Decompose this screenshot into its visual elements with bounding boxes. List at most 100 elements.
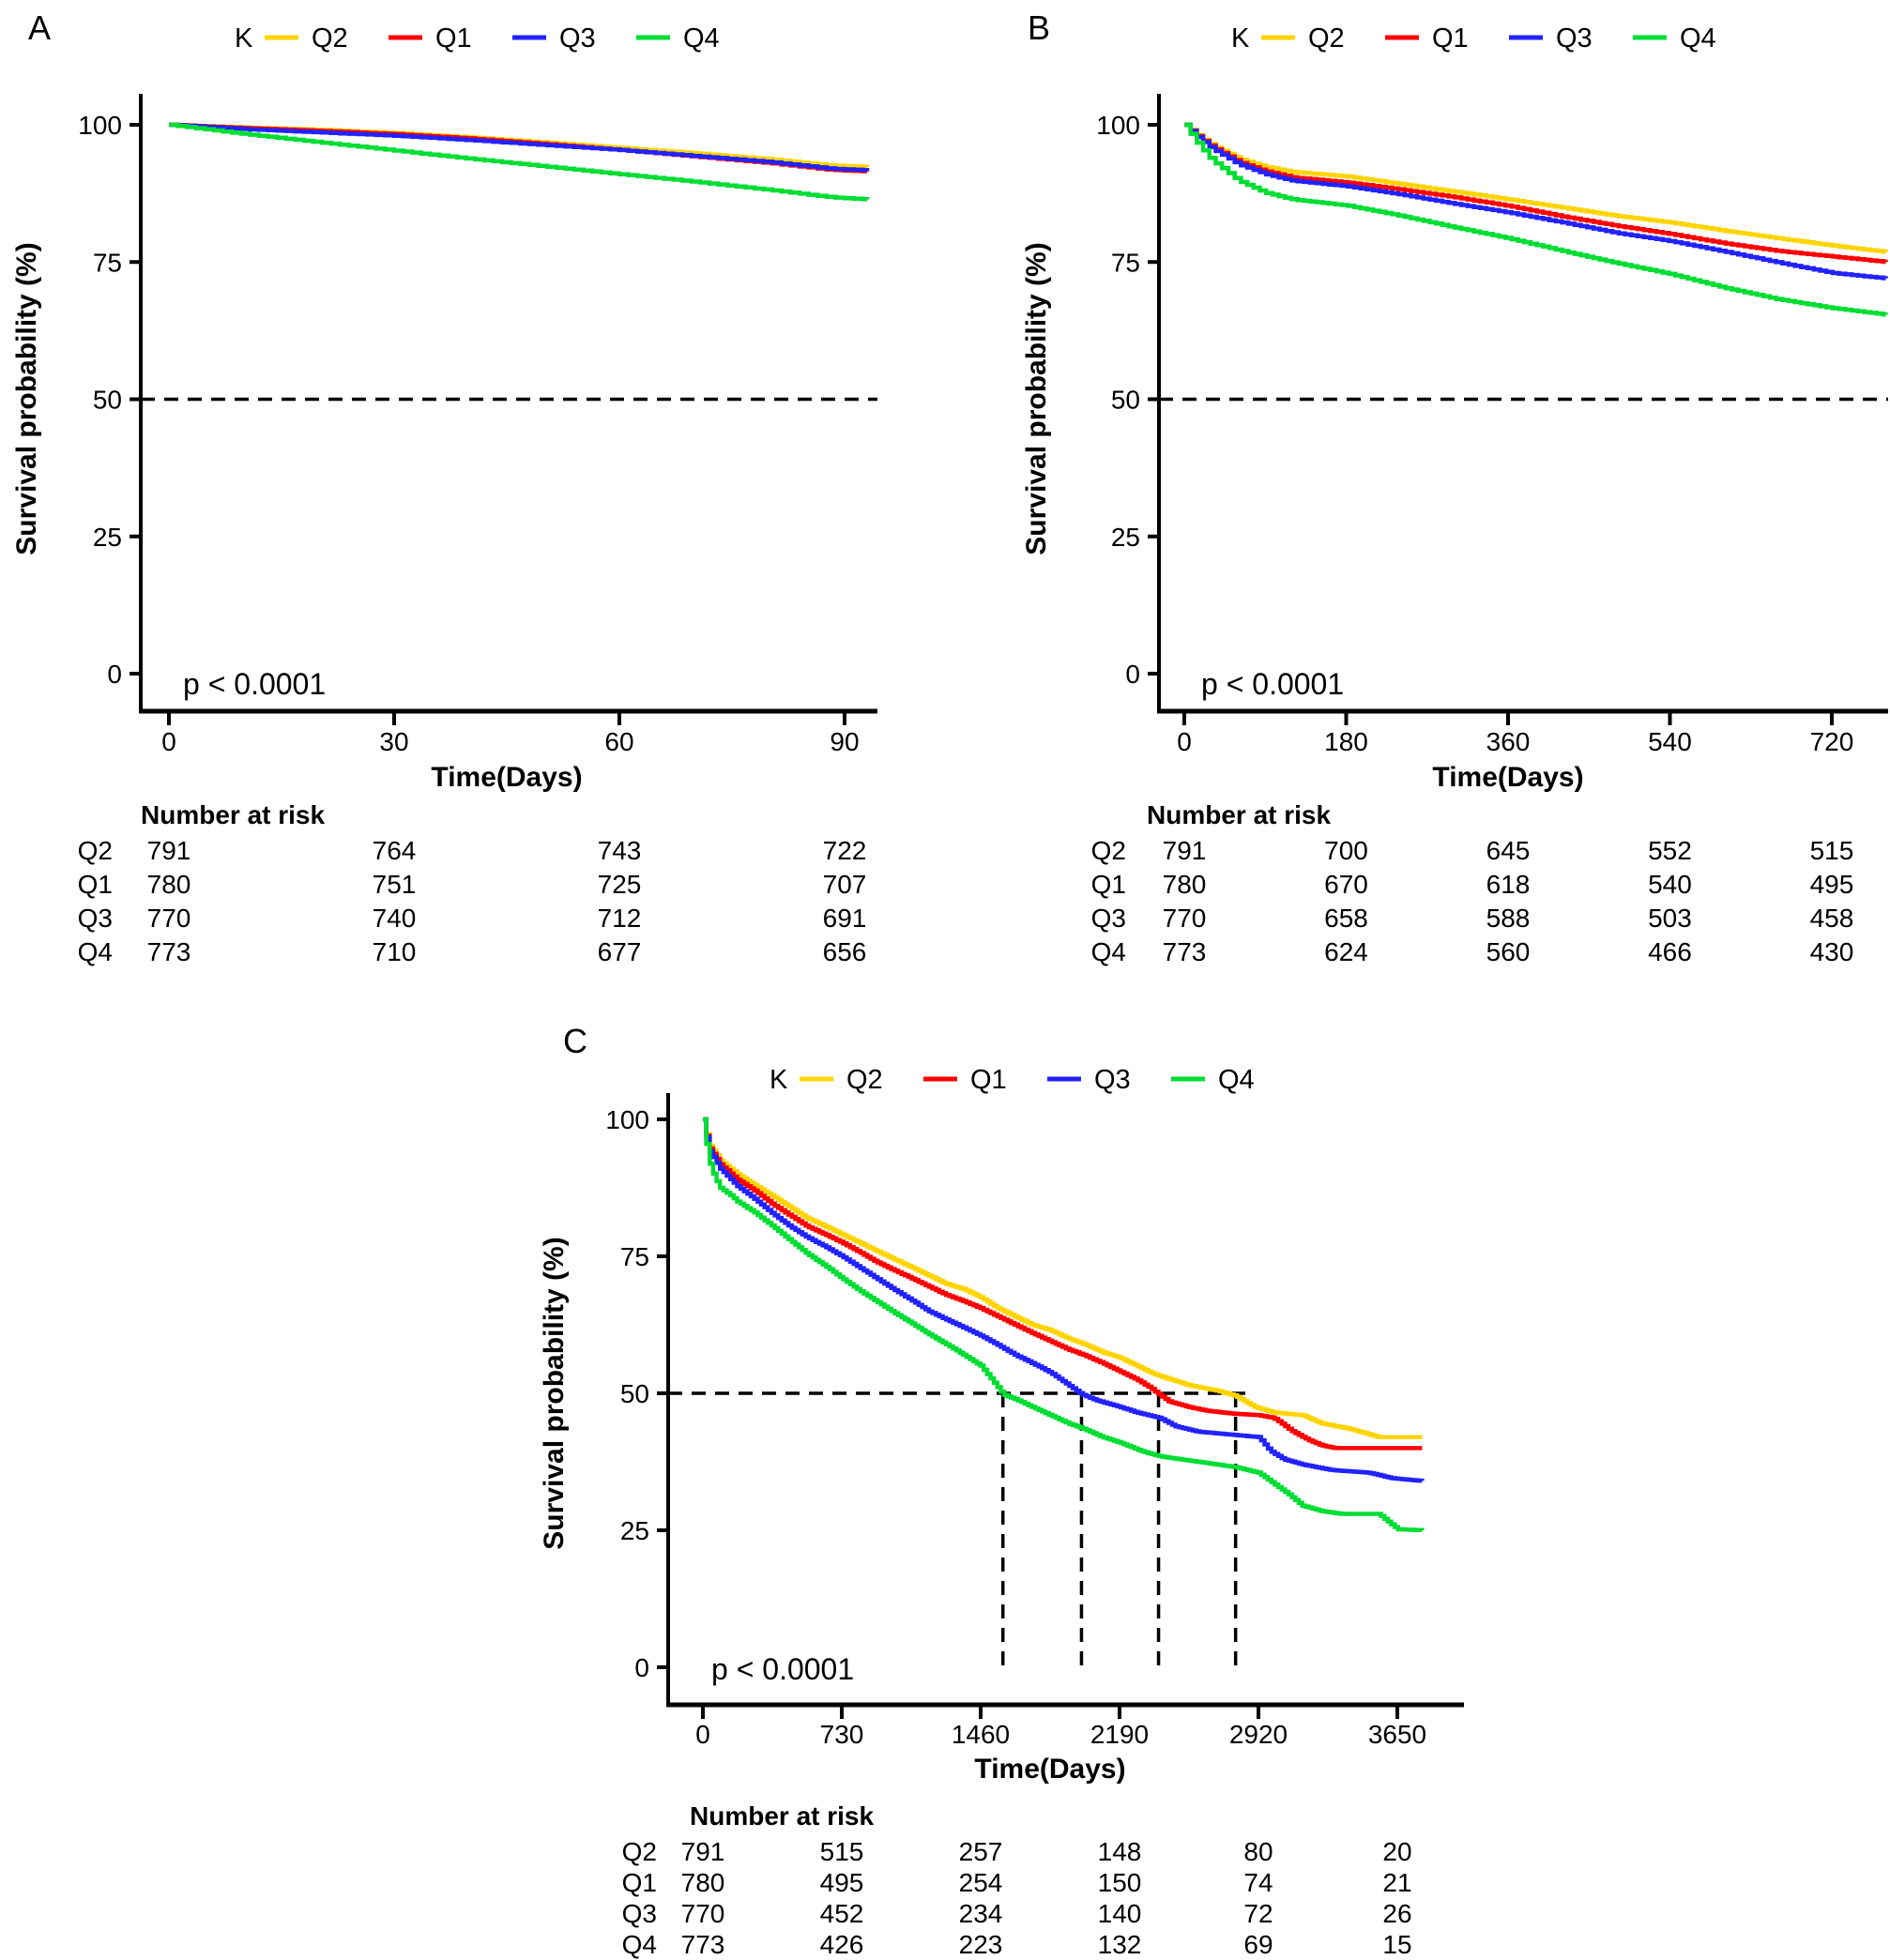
panel-B-risk-value-Q2-540: 552 [1648, 836, 1692, 865]
panel-C-risk-value-Q2-2190: 148 [1098, 1837, 1142, 1866]
panel-B-ytick-label-75: 75 [1111, 248, 1140, 277]
panel-A-legend-label-Q2: Q2 [312, 23, 348, 53]
panel-B-risk-value-Q1-180: 670 [1324, 870, 1368, 899]
panel-A-xtick-label-60: 60 [604, 727, 633, 756]
panel-B-ytick-label-100: 100 [1096, 111, 1140, 140]
panel-B-curve-Q3 [1184, 122, 1888, 281]
panel-A-risk-value-Q2-60: 743 [598, 836, 642, 865]
panel-A-risk-label-Q3: Q3 [78, 904, 113, 933]
panel-B-pvalue: p < 0.0001 [1201, 667, 1344, 701]
panel-C-curve-Q2 [703, 1117, 1423, 1439]
panel-B-risk-value-Q4-720: 430 [1810, 937, 1854, 966]
panel-A-risk-label-Q4: Q4 [78, 937, 113, 966]
panel-A-risk-value-Q2-0: 791 [147, 836, 191, 865]
panel-B-risk-value-Q3-360: 588 [1486, 904, 1531, 933]
panel-C-risk-value-Q3-0: 770 [681, 1899, 725, 1928]
panel-B-risk-label-Q2: Q2 [1091, 836, 1126, 865]
panel-B-risk-value-Q4-180: 624 [1324, 937, 1368, 966]
panel-C-xtick-label-0: 0 [695, 1720, 710, 1749]
panel-B-risk-value-Q3-0: 770 [1163, 904, 1207, 933]
panel-B-risk-value-Q4-540: 466 [1648, 937, 1692, 966]
panel-C-legend-label-Q4: Q4 [1218, 1065, 1255, 1095]
panel-B-legend-label-Q3: Q3 [1556, 23, 1593, 53]
panel-C-risk-value-Q2-1460: 257 [959, 1837, 1003, 1866]
panel-C-risk-value-Q3-1460: 234 [959, 1899, 1003, 1928]
panel-B-risk-value-Q4-0: 773 [1163, 937, 1207, 966]
panel-A-risk-value-Q4-0: 773 [147, 937, 191, 966]
panel-A-risk-value-Q1-90: 707 [823, 870, 867, 899]
panel-C-ytick-label-50: 50 [620, 1379, 649, 1408]
panel-C-legend-label-Q2: Q2 [846, 1065, 883, 1095]
panel-A-legend-label-Q4: Q4 [683, 23, 720, 53]
panel-C-risk-value-Q2-0: 791 [681, 1837, 725, 1866]
panel-A-legend-label-Q3: Q3 [559, 23, 596, 53]
panel-B-risk-value-Q4-360: 560 [1486, 937, 1531, 966]
panel-B-risk-value-Q1-540: 540 [1648, 870, 1692, 899]
panel-B-risk-label-Q1: Q1 [1091, 870, 1126, 899]
panel-C-curve-Q3 [703, 1117, 1425, 1483]
panel-B-curve-Q4 [1184, 122, 1888, 317]
panel-B-risk-title: Number at risk [1147, 800, 1331, 829]
panel-A-risk-value-Q3-60: 712 [598, 904, 642, 933]
panel-C-legend-label-Q3: Q3 [1094, 1065, 1131, 1095]
panel-A-y-axis-title: Survival probability (%) [11, 242, 42, 555]
panel-A-risk-value-Q4-90: 656 [823, 937, 867, 966]
panel-C-risk-value-Q2-2920: 80 [1243, 1837, 1273, 1866]
panel-A-risk-value-Q1-60: 725 [598, 870, 642, 899]
panel-A-ytick-label-0: 0 [107, 660, 122, 689]
panel-B-xtick-label-0: 0 [1177, 727, 1192, 756]
panel-C-risk-value-Q1-730: 495 [820, 1868, 864, 1897]
panel-A-risk-label-Q1: Q1 [78, 870, 113, 899]
panel-A-x-axis-title: Time(Days) [431, 762, 582, 793]
panel-B-risk-value-Q2-0: 791 [1163, 836, 1207, 865]
panel-A-label: A [28, 8, 51, 47]
panel-A-risk-value-Q1-0: 780 [147, 870, 191, 899]
panel-B-risk-value-Q1-0: 780 [1163, 870, 1207, 899]
panel-A-xtick-label-0: 0 [161, 727, 176, 756]
panel-A-risk-value-Q3-90: 691 [823, 904, 867, 933]
panel-B-risk-value-Q1-360: 618 [1486, 870, 1531, 899]
panel-C-y-axis-title: Survival probability (%) [539, 1237, 570, 1549]
panel-C-risk-value-Q1-0: 780 [681, 1868, 725, 1897]
panel-C-risk-value-Q2-3650: 20 [1382, 1837, 1411, 1866]
panel-A-risk-value-Q2-30: 764 [373, 836, 417, 865]
panel-C-xtick-label-2920: 2920 [1229, 1720, 1288, 1749]
panel-C-risk-value-Q4-2920: 69 [1243, 1930, 1273, 1959]
panel-B-legend-label-Q4: Q4 [1680, 23, 1716, 53]
panel-C-risk-value-Q3-2920: 72 [1243, 1899, 1273, 1928]
panel-C-risk-value-Q1-3650: 21 [1382, 1868, 1411, 1897]
panel-B-ytick-label-50: 50 [1111, 386, 1140, 415]
panel-C-ytick-label-100: 100 [605, 1105, 649, 1134]
panel-A-curve-Q4 [169, 122, 870, 202]
panel-B-ytick-label-0: 0 [1125, 660, 1140, 689]
panel-A-xtick-label-90: 90 [830, 727, 859, 756]
panel-C-curve-Q4 [703, 1117, 1425, 1533]
panel-B-x-axis-title: Time(Days) [1432, 762, 1583, 793]
panel-A-risk-value-Q4-30: 710 [373, 937, 417, 966]
panel-B-curve-Q2 [1184, 122, 1888, 254]
panel-C-risk-value-Q3-2190: 140 [1098, 1899, 1142, 1928]
panel-C-x-axis-title: Time(Days) [974, 1754, 1125, 1785]
panel-A-curve-Q3 [169, 122, 870, 173]
panel-C-xtick-label-1460: 1460 [952, 1720, 1010, 1749]
panel-C-risk-value-Q3-3650: 26 [1382, 1899, 1411, 1928]
panel-B-xtick-label-360: 360 [1486, 727, 1531, 756]
panel-A-risk-value-Q1-30: 751 [373, 870, 417, 899]
panel-A-ytick-label-25: 25 [93, 523, 122, 552]
panel-B-risk-value-Q2-720: 515 [1810, 836, 1854, 865]
panel-C-curve-Q1 [703, 1117, 1423, 1451]
panel-C-xtick-label-730: 730 [820, 1720, 864, 1749]
panel-B-curve-Q1 [1184, 122, 1888, 265]
panel-C-ytick-label-0: 0 [634, 1653, 649, 1682]
panel-A-ytick-label-100: 100 [78, 111, 122, 140]
panel-B-legend-label-Q2: Q2 [1308, 23, 1345, 53]
panel-C-xtick-label-3650: 3650 [1368, 1720, 1426, 1749]
panel-C-ytick-label-75: 75 [620, 1242, 649, 1271]
panel-A-legend-label-Q1: Q1 [435, 23, 472, 53]
panel-A-risk-value-Q3-30: 740 [373, 904, 417, 933]
panel-B-xtick-label-180: 180 [1324, 727, 1368, 756]
panel-B-legend-key-label: K [1231, 23, 1250, 53]
panel-C-risk-value-Q4-2190: 132 [1098, 1930, 1142, 1959]
